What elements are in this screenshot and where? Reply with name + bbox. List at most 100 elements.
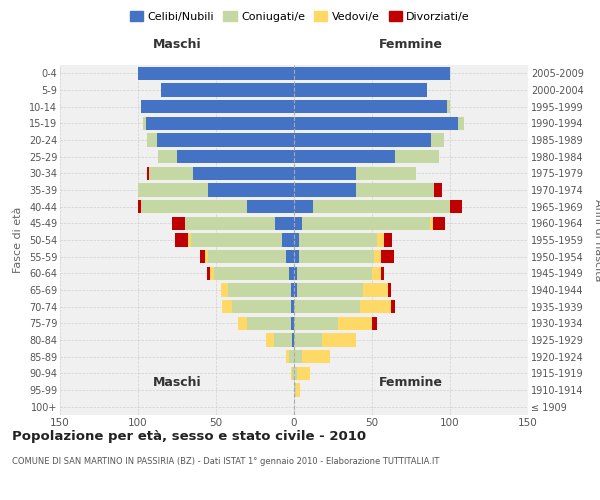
- Bar: [221, 284, 229, 296]
- Bar: [286, 350, 289, 364]
- Bar: [434, 184, 442, 196]
- Bar: [372, 266, 382, 280]
- Bar: [294, 266, 297, 280]
- Bar: [291, 300, 294, 314]
- Bar: [141, 100, 294, 114]
- Bar: [294, 350, 302, 364]
- Bar: [382, 250, 394, 264]
- Bar: [185, 216, 275, 230]
- Bar: [294, 84, 427, 96]
- Bar: [302, 216, 430, 230]
- Bar: [391, 300, 395, 314]
- Bar: [141, 200, 247, 213]
- Bar: [286, 250, 294, 264]
- Bar: [297, 366, 310, 380]
- Bar: [294, 134, 431, 146]
- Bar: [138, 184, 208, 196]
- Bar: [294, 116, 458, 130]
- Text: Maschi: Maschi: [152, 376, 202, 390]
- Bar: [175, 234, 188, 246]
- Bar: [138, 66, 294, 80]
- Y-axis label: Anni di nascita: Anni di nascita: [593, 198, 600, 281]
- Bar: [294, 216, 302, 230]
- Bar: [294, 166, 356, 180]
- Bar: [395, 150, 439, 164]
- Bar: [382, 266, 385, 280]
- Text: Maschi: Maschi: [152, 38, 202, 51]
- Bar: [294, 200, 313, 213]
- Bar: [274, 334, 292, 346]
- Bar: [294, 184, 356, 196]
- Bar: [232, 300, 291, 314]
- Bar: [148, 134, 157, 146]
- Bar: [172, 216, 185, 230]
- Bar: [222, 300, 232, 314]
- Bar: [289, 266, 294, 280]
- Bar: [200, 250, 205, 264]
- Bar: [146, 116, 294, 130]
- Bar: [294, 234, 299, 246]
- Bar: [296, 384, 300, 396]
- Bar: [447, 100, 450, 114]
- Bar: [377, 234, 385, 246]
- Bar: [143, 116, 146, 130]
- Bar: [188, 234, 191, 246]
- Bar: [294, 66, 450, 80]
- Bar: [214, 266, 289, 280]
- Bar: [359, 300, 391, 314]
- Bar: [275, 216, 294, 230]
- Bar: [292, 366, 294, 380]
- Y-axis label: Fasce di età: Fasce di età: [13, 207, 23, 273]
- Bar: [281, 234, 294, 246]
- Bar: [191, 234, 281, 246]
- Bar: [210, 266, 214, 280]
- Bar: [266, 334, 274, 346]
- Bar: [297, 266, 372, 280]
- Bar: [177, 150, 294, 164]
- Bar: [294, 150, 395, 164]
- Bar: [292, 334, 294, 346]
- Bar: [294, 366, 297, 380]
- Bar: [385, 234, 392, 246]
- Bar: [238, 316, 247, 330]
- Bar: [148, 166, 149, 180]
- Bar: [193, 166, 294, 180]
- Bar: [289, 350, 294, 364]
- Bar: [450, 200, 463, 213]
- Text: COMUNE DI SAN MARTINO IN PASSIRIA (BZ) - Dati ISTAT 1° gennaio 2010 - Elaborazio: COMUNE DI SAN MARTINO IN PASSIRIA (BZ) -…: [12, 458, 439, 466]
- Bar: [157, 134, 294, 146]
- Bar: [294, 316, 338, 330]
- Bar: [294, 334, 322, 346]
- Bar: [138, 200, 141, 213]
- Bar: [294, 384, 296, 396]
- Bar: [149, 166, 193, 180]
- Bar: [247, 200, 294, 213]
- Legend: Celibi/Nubili, Coniugati/e, Vedovi/e, Divorziati/e: Celibi/Nubili, Coniugati/e, Vedovi/e, Di…: [127, 8, 473, 25]
- Bar: [356, 184, 434, 196]
- Bar: [206, 266, 210, 280]
- Bar: [302, 350, 330, 364]
- Bar: [338, 316, 372, 330]
- Bar: [372, 316, 377, 330]
- Bar: [161, 84, 294, 96]
- Bar: [294, 250, 299, 264]
- Bar: [208, 250, 286, 264]
- Bar: [313, 200, 450, 213]
- Bar: [208, 184, 294, 196]
- Bar: [247, 316, 291, 330]
- Bar: [205, 250, 208, 264]
- Bar: [297, 284, 362, 296]
- Bar: [374, 250, 382, 264]
- Text: Femmine: Femmine: [379, 376, 443, 390]
- Bar: [433, 216, 445, 230]
- Bar: [362, 284, 388, 296]
- Bar: [291, 366, 292, 380]
- Bar: [431, 134, 444, 146]
- Bar: [299, 234, 377, 246]
- Bar: [322, 334, 356, 346]
- Bar: [356, 166, 416, 180]
- Text: Popolazione per età, sesso e stato civile - 2010: Popolazione per età, sesso e stato civil…: [12, 430, 366, 443]
- Bar: [458, 116, 464, 130]
- Bar: [388, 284, 391, 296]
- Text: Femmine: Femmine: [379, 38, 443, 51]
